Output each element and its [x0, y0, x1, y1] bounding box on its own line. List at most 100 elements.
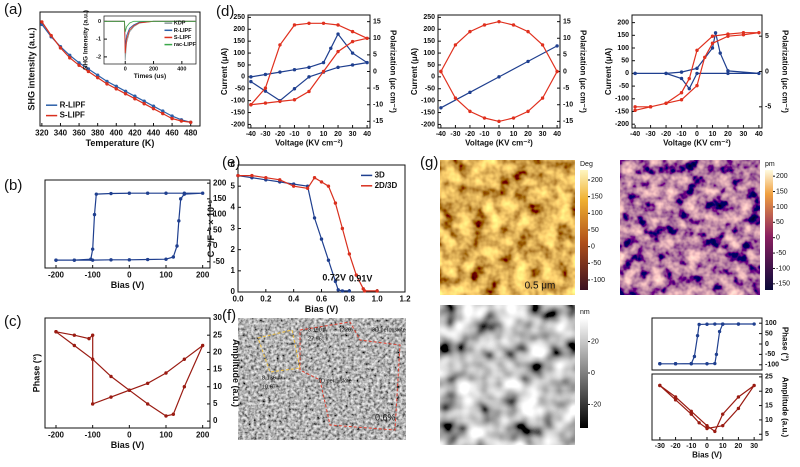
legend-label: 3D: [375, 171, 385, 180]
y2-tick-label: 15: [563, 18, 571, 25]
y2-tick-label: -5: [563, 85, 569, 92]
x-tick-label: 1.0: [372, 294, 384, 303]
x-axis-label: Temperature (K): [86, 138, 155, 148]
data-point: [89, 257, 93, 261]
data-point: [40, 20, 44, 24]
x-tick-label: 20: [735, 443, 743, 450]
y-axis-label: Current (μA): [604, 48, 613, 95]
x-tick-label: -40: [246, 131, 256, 138]
x-tick-label: 0: [127, 430, 132, 439]
data-point: [292, 68, 297, 72]
x-tick-label: -10: [479, 131, 489, 138]
y2-tick-label: -10: [373, 102, 383, 109]
image-annotation: 3D perovskite: [372, 327, 406, 333]
data-point: [721, 412, 725, 416]
data-point: [171, 412, 176, 416]
data-point: [468, 90, 472, 95]
data-point: [86, 67, 91, 71]
afm-phase-image: [440, 160, 575, 295]
y2-axis-label: Polarization (μc cm⁻²): [578, 30, 587, 113]
data-point: [336, 288, 340, 292]
image-annotation: 8.136 Å: [262, 374, 281, 381]
data-point: [679, 76, 684, 81]
data-point: [263, 89, 268, 93]
data-point: [127, 388, 132, 392]
x-axis-label: Voltage (KV cm⁻²): [465, 139, 533, 148]
annotation: 0.91V: [349, 273, 373, 283]
y2-tick-label: 5: [213, 399, 218, 408]
legend-label: rac-LIPF: [174, 42, 197, 48]
y-tick-label: 0: [98, 19, 101, 25]
data-point: [263, 86, 268, 90]
data-point: [695, 48, 699, 53]
data-point: [133, 94, 137, 98]
series-line: [440, 20, 558, 123]
y-tick-label: 250: [233, 14, 245, 21]
annotation: 0.72V: [322, 272, 346, 282]
data-point: [705, 362, 709, 366]
x-tick-label: 360: [72, 128, 86, 137]
x-tick-label: 20: [334, 131, 342, 138]
y2-tick-label: 0: [765, 341, 769, 348]
region-outline: [299, 321, 401, 431]
plot-frame: [44, 317, 211, 429]
data-point: [689, 361, 693, 366]
data-point: [757, 30, 761, 35]
data-point: [321, 21, 326, 26]
data-point: [721, 322, 725, 326]
colorbar-label: nm: [580, 309, 590, 316]
data-point: [664, 101, 668, 105]
x-tick-label: 30: [750, 443, 758, 450]
data-point: [319, 237, 324, 241]
data-point: [109, 395, 113, 399]
x-tick-label: -100: [85, 430, 102, 439]
data-point: [658, 362, 662, 366]
data-point: [705, 426, 709, 431]
x-tick-label: -30: [450, 131, 460, 138]
data-point: [292, 23, 297, 27]
data-point: [354, 273, 358, 277]
x-tick-label: 20: [524, 131, 532, 138]
x-tick-label: -40: [436, 131, 446, 138]
legend-label: 2D/3D: [375, 181, 398, 190]
image-annotation: 10.67°: [262, 384, 278, 390]
y2-tick-label: 0: [213, 416, 218, 425]
data-point: [350, 39, 355, 44]
data-point: [717, 329, 722, 334]
y-tick-label: 0: [431, 74, 435, 81]
x-tick-label: 420: [128, 128, 142, 137]
data-point: [713, 429, 717, 434]
data-point: [468, 109, 472, 114]
data-point: [350, 51, 355, 55]
scale-bar-label: 0.5 μm: [525, 281, 556, 292]
x-tick-label: 0.0: [232, 294, 244, 303]
data-point: [336, 32, 340, 36]
panel-label: (d): [216, 3, 234, 20]
y2-tick-label: 50: [765, 330, 773, 337]
data-point: [710, 41, 715, 45]
y-tick-label: 5: [231, 181, 236, 190]
data-point: [263, 72, 268, 77]
data-point: [714, 352, 719, 357]
x-axis-label: Bias (V): [692, 451, 722, 460]
x-tick-label: 0: [695, 131, 699, 138]
data-point: [679, 90, 684, 95]
colorbar-label: Deg: [580, 161, 593, 168]
data-point: [633, 71, 637, 76]
x-tick-label: 30: [539, 131, 547, 138]
colorbar: [765, 170, 773, 290]
data-point: [336, 65, 340, 70]
data-point: [105, 79, 109, 84]
data-point: [555, 44, 559, 48]
data-point: [133, 97, 137, 101]
data-point: [687, 76, 691, 81]
legend-label: R-LIPF: [174, 28, 192, 34]
data-point: [347, 252, 352, 256]
data-point: [182, 385, 187, 389]
y2-tick-label: 30: [213, 313, 222, 322]
colorbar-tick-label: 200: [591, 177, 603, 184]
x-tick-label: -30: [260, 131, 270, 138]
x-tick-label: 0.2: [260, 294, 272, 303]
colorbar: [580, 318, 588, 428]
data-point: [347, 289, 352, 293]
